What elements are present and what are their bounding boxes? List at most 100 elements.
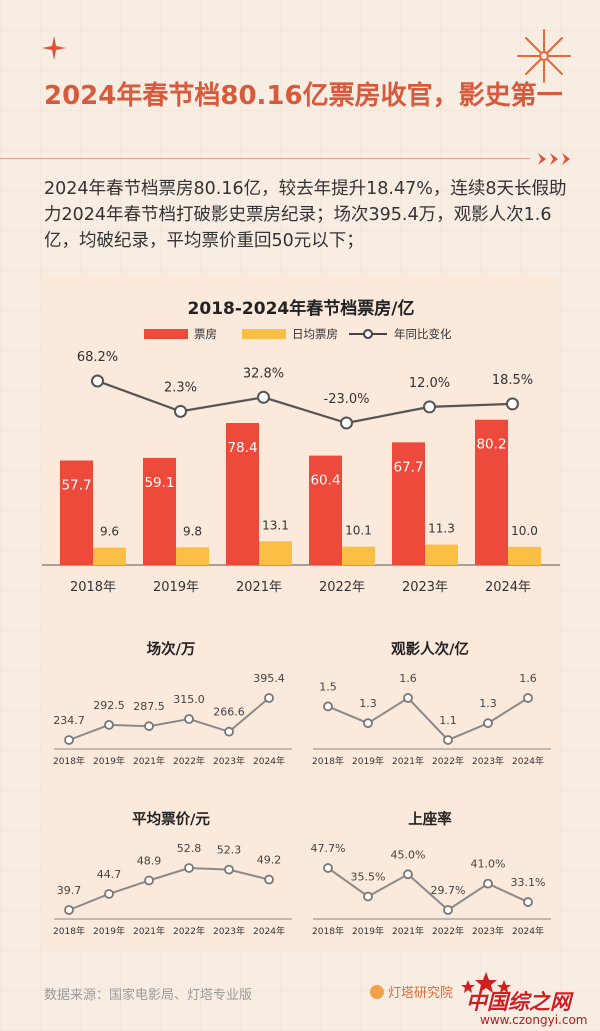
small-chart-title: 平均票价/元: [132, 810, 210, 828]
bar-daily: [342, 546, 375, 565]
watermark-stars: [461, 972, 511, 993]
bar-box-office: [143, 457, 176, 565]
yoy-marker: [257, 390, 270, 404]
small-chart-marker: [323, 863, 333, 873]
small-chart-value-label: 48.9: [137, 855, 162, 868]
yoy-label: 12.0%: [409, 376, 450, 391]
x-tick-label: 2018年: [70, 580, 116, 595]
small-chart-x-tick: 2021年: [133, 925, 165, 937]
small-chart-x-tick: 2021年: [392, 925, 424, 937]
bar-box-office: [392, 442, 425, 565]
small-chart-line: [68, 866, 270, 911]
small-chart-title: 上座率: [408, 810, 452, 828]
bar-label-box-office: 80.2: [476, 437, 506, 453]
small-chart-marker: [523, 693, 533, 703]
small-chart-marker: [224, 726, 234, 737]
bar-daily: [259, 541, 292, 565]
small-chart-value-label: 29.7%: [431, 884, 466, 897]
page-title: 2024年春节档80.16亿票房收官，影史第一: [44, 81, 563, 111]
summary-text: 2024年春节档票房80.16亿，较去年提升18.47%，连续8天长假助力202…: [44, 179, 567, 251]
small-chart-marker: [104, 889, 114, 899]
small-chart-value-label: 35.5%: [351, 870, 386, 883]
chevrons-right-icon: [538, 153, 570, 165]
bar-label-daily: 9.8: [183, 524, 202, 538]
watermark-url: www.czongyi.com: [480, 1013, 588, 1027]
bar-label-daily: 9.6: [100, 525, 119, 539]
small-chart-value-label: 52.3: [217, 844, 242, 857]
small-chart-marker: [403, 869, 413, 880]
brand-label: 灯塔研究院: [370, 982, 453, 1001]
small-chart-value-label: 234.7: [53, 714, 85, 727]
small-chart-marker: [363, 718, 373, 729]
yoy-marker: [91, 374, 104, 388]
x-tick-label: 2021年: [236, 580, 282, 595]
small-chart-x-tick: 2023年: [213, 925, 245, 937]
x-tick-label: 2019年: [153, 580, 199, 595]
small-chart-x-tick: 2019年: [93, 925, 125, 937]
small-chart-value-label: 1.5: [319, 680, 337, 693]
small-chart-value-label: 1.1: [439, 714, 457, 727]
small-chart-x-tick: 2019年: [93, 755, 125, 767]
small-chart-x-tick: 2018年: [53, 925, 85, 937]
title-divider: [0, 158, 530, 159]
legend-label-box-office: 票房: [194, 327, 217, 341]
small-chart-value-label: 49.2: [257, 854, 282, 867]
charts-canvas: 2018-2024年春节档票房/亿票房 日均票房 年同比变化 57.7 9.6 2018年…: [42, 298, 560, 937]
small-chart-title: 场次/万: [147, 640, 196, 658]
small-chart-x-tick: 2019年: [352, 925, 384, 937]
small-chart-x-tick: 2023年: [472, 925, 504, 937]
yoy-line: [97, 379, 513, 425]
bar-label-daily: 10.0: [511, 524, 538, 538]
small-chart-value-label: 266.6: [213, 706, 245, 719]
small-chart-x-tick: 2024年: [253, 755, 285, 767]
small-chart-marker: [64, 905, 74, 915]
small-chart-x-tick: 2022年: [173, 755, 205, 767]
small-chart-line: [327, 696, 529, 742]
small-chart-marker: [483, 718, 493, 729]
bar-label-box-office: 57.7: [61, 477, 91, 493]
x-tick-label: 2023年: [402, 580, 448, 595]
small-chart-value-label: 1.3: [359, 697, 377, 710]
charts-panel: 2018-2024年春节档票房/亿 票房 日均票房 年同比变化 57.7 9.6 2018年…: [42, 276, 560, 952]
legend-swatch-daily: [242, 329, 286, 339]
small-chart-marker: [443, 735, 453, 745]
brand-name: 灯塔研究院: [388, 986, 454, 1001]
small-chart-value-label: 1.3: [479, 697, 497, 710]
small-chart-marker: [264, 693, 274, 703]
x-tick-label: 2022年: [319, 580, 365, 595]
small-chart-value-label: 292.5: [93, 699, 125, 712]
small-chart-marker: [104, 719, 114, 730]
bar-box-office: [475, 419, 508, 565]
small-chart-x-tick: 2018年: [53, 755, 85, 767]
bar-daily: [93, 547, 126, 565]
yoy-label: 68.2%: [77, 350, 118, 365]
firework-icon: [517, 29, 571, 83]
small-chart-x-tick: 2022年: [432, 925, 464, 937]
lighthouse-icon: [370, 985, 384, 999]
bar-label-daily: 11.3: [428, 522, 455, 536]
small-chart-marker: [184, 863, 194, 873]
small-chart-value-label: 44.7: [97, 868, 122, 881]
small-chart-value-label: 41.0%: [471, 858, 506, 871]
yoy-label: 32.8%: [243, 366, 284, 381]
yoy-label: 2.3%: [164, 380, 197, 395]
yoy-marker: [340, 416, 353, 430]
bar-box-office: [309, 455, 342, 565]
bar-label-box-office: 78.4: [227, 440, 257, 456]
small-chart-marker: [264, 874, 274, 885]
small-chart-x-tick: 2023年: [472, 755, 504, 767]
small-chart-x-tick: 2023年: [213, 755, 245, 767]
small-chart-x-tick: 2024年: [512, 925, 544, 937]
watermark-text: 中国综之网: [466, 990, 571, 1014]
yoy-label: -23.0%: [324, 392, 370, 407]
bar-label-box-office: 60.4: [310, 473, 340, 489]
small-chart-marker: [323, 701, 333, 712]
small-chart-x-tick: 2022年: [173, 925, 205, 937]
bar-label-daily: 10.1: [345, 524, 372, 538]
small-chart-value-label: 395.4: [253, 672, 285, 685]
bar-label-daily: 13.1: [262, 518, 289, 532]
yoy-marker: [174, 404, 187, 418]
small-chart-value-label: 52.8: [177, 842, 202, 855]
small-chart-marker: [64, 735, 74, 745]
main-chart-title: 2018-2024年春节档票房/亿: [188, 298, 415, 319]
